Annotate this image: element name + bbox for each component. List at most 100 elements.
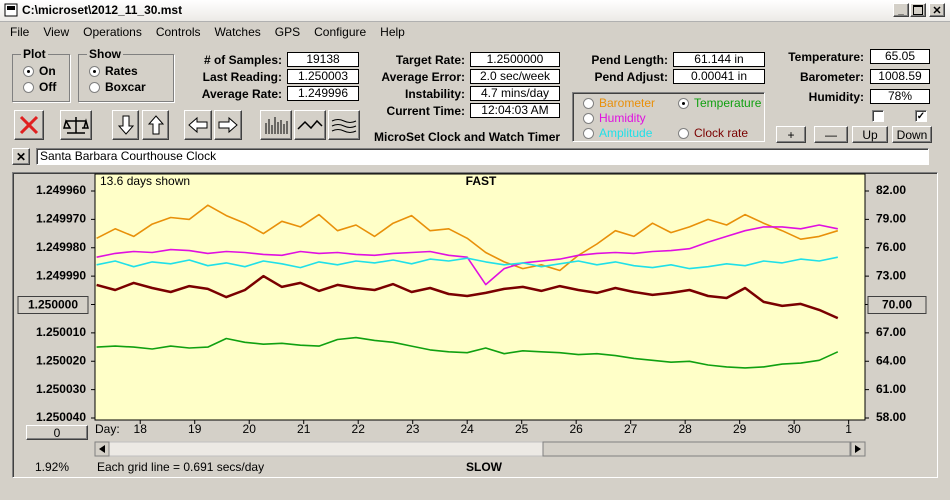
field-label: # of Samples: [203,53,282,67]
left-button[interactable] [184,110,212,140]
minimize-button[interactable]: _ [893,3,909,17]
stop-button[interactable] [14,110,44,140]
control-button[interactable]: + [776,126,806,143]
legend-label: Humidity [599,111,646,125]
x-tick-label: 19 [188,422,202,436]
menu-item[interactable]: GPS [274,25,301,39]
field-value: 1008.59 [870,69,930,84]
y2-tick-label: 58.00 [876,410,906,424]
x-tick-label: 18 [134,422,148,436]
series-selector: Barometer Temperature Humidity Amplitude Clo… [572,92,765,142]
multi-line-button[interactable] [328,110,360,140]
field-label: Humidity: [808,90,864,104]
checkbox[interactable] [872,110,884,122]
zero-button[interactable]: 0 [26,425,88,440]
x-tick-label: 1 [845,422,852,436]
legend-label: Temperature [694,96,762,110]
radio-option[interactable]: Boxcar [89,80,146,94]
x-tick-label: 28 [678,422,692,436]
app-title: MicroSet Clock and Watch Timer [374,130,561,144]
grid-note: Each grid line = 0.691 secs/day [97,460,264,474]
down-button[interactable] [112,110,139,140]
x-axis-label: Day: [95,422,120,436]
y2-tick-label: 70.00 [882,298,912,312]
clock-name-field[interactable]: Santa Barbara Courthouse Clock [36,148,929,165]
field-value: 78% [870,89,930,104]
fast-label: FAST [466,174,497,188]
menu-bar: File View Operations Controls Watches GPS Conf… [0,22,950,42]
series-line [96,336,839,369]
close-button[interactable]: ✕ [929,3,945,17]
legend-label: Amplitude [599,126,653,140]
plot-group: Plot On Off [12,47,70,102]
zero-label: 0 [53,425,61,440]
y2-tick-label: 79.00 [876,212,906,226]
legend-entry[interactable]: Humidity [583,111,646,125]
scroll-thumb[interactable] [542,441,851,457]
legend-label: Clock rate [694,126,749,140]
right-button[interactable] [214,110,242,140]
menu-item[interactable]: View [43,25,70,39]
option-label: Off [39,80,57,94]
x-tick-label: 23 [406,422,420,436]
series-line [96,224,838,286]
legend-entry[interactable]: Barometer [583,96,655,110]
menu-item[interactable]: Watches [214,25,261,39]
line-button[interactable] [294,110,326,140]
x-tick-label: 22 [352,422,366,436]
field-label: Average Error: [381,70,465,84]
maximize-button[interactable] [910,3,926,17]
field-label: Target Rate: [395,53,465,67]
group-title: Show [87,47,123,61]
days-shown: 13.6 days shown [100,174,190,188]
clock-name: Santa Barbara Courthouse Clock [40,149,217,163]
y-tick-label: 1.250000 [28,298,78,312]
app-icon [4,3,18,17]
x-tick-label: 27 [624,422,638,436]
x-tick-label: 25 [515,422,529,436]
checkbox[interactable]: ✓ [915,110,927,122]
menu-item[interactable]: Operations [83,25,142,39]
radio-option[interactable]: On [23,64,56,78]
up-button[interactable] [142,110,169,140]
field-label: Last Reading: [202,70,282,84]
y-tick-label: 1.249990 [36,268,86,282]
x-tick-label: 29 [733,422,747,436]
control-button[interactable]: Down [892,126,932,143]
option-label: Boxcar [105,80,146,94]
legend-label: Barometer [599,96,656,110]
menu-item[interactable]: Controls [155,25,201,39]
clear-button[interactable]: ✕ [12,148,30,165]
x-tick-label: 24 [461,422,475,436]
y2-tick-label: 76.00 [876,240,906,254]
option-label: Rates [105,64,138,78]
field-value: 61.144 in [673,52,765,67]
menu-item[interactable]: Help [380,25,405,39]
legend-entry[interactable]: Clock rate [678,126,748,140]
series-line [96,256,838,270]
menu-item[interactable]: File [10,25,30,39]
field-label: Average Rate: [201,87,282,101]
radio-option[interactable]: Rates [89,64,138,78]
balance-button[interactable] [60,110,92,140]
legend-entry[interactable]: Temperature [678,96,761,110]
legend-entry[interactable]: Amplitude [583,126,652,140]
histogram-button[interactable] [260,110,292,140]
x-tick-label: 30 [787,422,801,436]
y2-button[interactable] [867,296,927,314]
field-value: 12:04:03 AM [470,103,560,118]
x-tick-label: 20 [243,422,257,436]
radio-option[interactable]: Off [23,80,56,94]
control-button[interactable]: — [814,126,848,143]
option-label: On [39,64,56,78]
slow-label: SLOW [466,460,503,474]
series-line [96,274,839,320]
field-label: Temperature: [788,50,864,64]
control-button[interactable]: Up [852,126,888,143]
menu-item[interactable]: Configure [314,25,367,39]
y-tick-label: 1.250020 [36,353,86,367]
y-tick-label: 1.250030 [36,382,86,396]
y-button[interactable] [17,296,89,314]
